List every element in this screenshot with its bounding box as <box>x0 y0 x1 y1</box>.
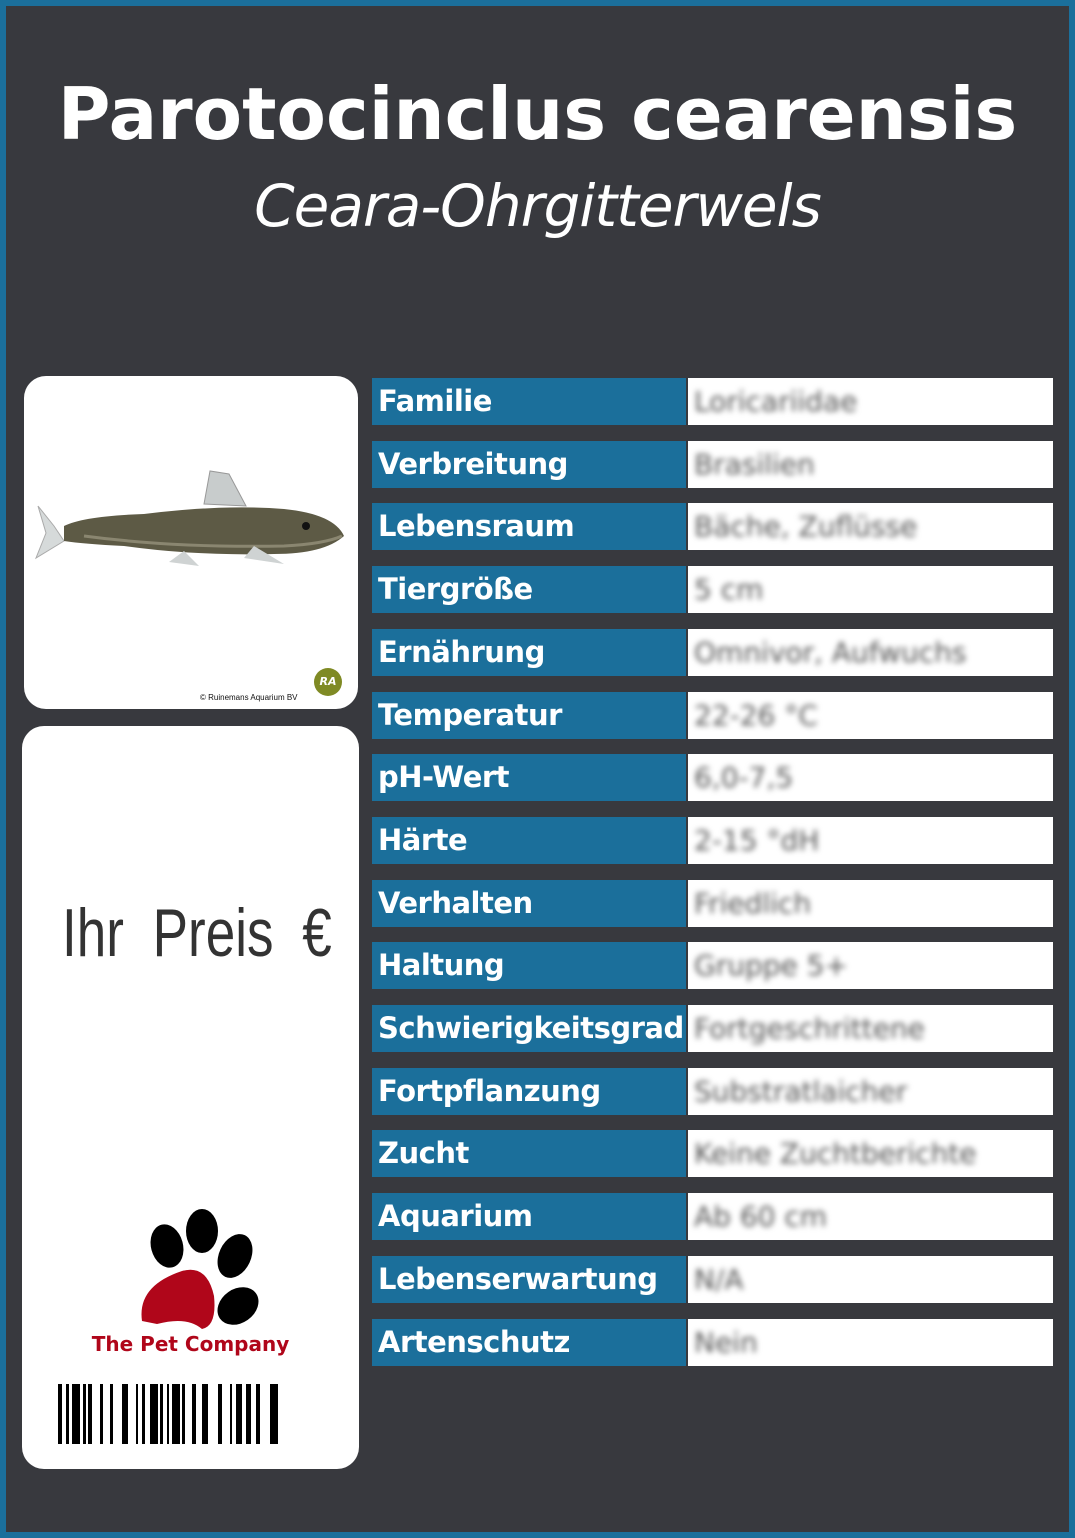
barcode-bar <box>122 1384 128 1444</box>
fact-label: Verhalten <box>372 879 686 927</box>
fact-row: Tiergröße 5 cm <box>372 566 1053 614</box>
fact-value-text: 5 cm <box>694 573 764 607</box>
fact-value: 2-15 °dH <box>688 816 1053 864</box>
fact-value-text: Omnivor, Aufwuchs <box>694 635 967 669</box>
fact-value-text: Substratlaicher <box>694 1074 908 1108</box>
fish-photo-card: RA © Ruinemans Aquarium BV <box>24 376 358 709</box>
fact-row: Familie Loricariidae <box>372 378 1053 425</box>
barcode-bar <box>58 1384 62 1444</box>
fact-value: Nein <box>688 1318 1053 1366</box>
barcode-bar <box>256 1384 260 1444</box>
fact-value-text: Brasilien <box>694 447 815 481</box>
fact-label: Aquarium <box>372 1193 686 1241</box>
fact-row: Temperatur 22-26 °C <box>372 691 1053 739</box>
fact-label: Tiergröße <box>372 566 686 614</box>
fact-row: Aquarium Ab 60 cm <box>372 1193 1053 1241</box>
fact-value: Bäche, Zuflüsse <box>688 503 1053 551</box>
company-name: The Pet Company <box>91 1332 290 1356</box>
barcode-bar <box>150 1384 158 1444</box>
fact-value-text: Bäche, Zuflüsse <box>694 510 918 544</box>
fact-label: Lebensraum <box>372 503 686 551</box>
fact-row: Verhalten Friedlich <box>372 879 1053 927</box>
fact-row: Artenschutz Nein <box>372 1318 1053 1366</box>
fact-row: Lebenserwartung N/A <box>372 1255 1053 1303</box>
fact-value: Ab 60 cm <box>688 1193 1053 1241</box>
barcode-bar <box>142 1384 145 1444</box>
fact-value: 5 cm <box>688 566 1053 614</box>
fact-value-text: 22-26 °C <box>694 698 818 732</box>
fact-value-text: 2-15 °dH <box>694 823 820 857</box>
barcode-bar <box>72 1384 80 1444</box>
fact-label: Härte <box>372 816 686 864</box>
paw-logo-icon <box>141 1209 259 1329</box>
fact-value-text: Friedlich <box>694 886 812 920</box>
fact-value-text: Nein <box>694 1325 758 1359</box>
barcode-bar <box>230 1384 232 1444</box>
fact-row: Haltung Gruppe 5+ <box>372 942 1053 990</box>
fact-value: 22-26 °C <box>688 691 1053 739</box>
fact-label: Haltung <box>372 942 686 990</box>
fact-value: Brasilien <box>688 440 1053 488</box>
fact-value-text: 6,0-7,5 <box>694 761 794 795</box>
fact-label: Lebenserwartung <box>372 1255 686 1303</box>
barcode-bar <box>83 1384 86 1444</box>
fact-label: pH-Wert <box>372 754 686 802</box>
fact-value: Omnivor, Aufwuchs <box>688 628 1053 676</box>
fact-row: Verbreitung Brasilien <box>372 440 1053 488</box>
barcode-bar <box>88 1384 92 1444</box>
barcode-bar <box>167 1384 169 1444</box>
barcode-bar <box>218 1384 222 1444</box>
photo-credit: © Ruinemans Aquarium BV <box>200 693 298 702</box>
fact-row: Ernährung Omnivor, Aufwuchs <box>372 628 1053 676</box>
fact-value-text: Ab 60 cm <box>694 1200 828 1234</box>
fish-image <box>34 470 344 566</box>
fact-label: Fortpflanzung <box>372 1067 686 1115</box>
barcode-bar <box>246 1384 251 1444</box>
fact-label: Temperatur <box>372 691 686 739</box>
fact-value: Keine Zuchtberichte <box>688 1130 1053 1178</box>
fact-value-text: Loricariidae <box>694 385 858 418</box>
fact-row: Schwierigkeitsgrad Fortgeschrittene <box>372 1005 1053 1052</box>
fact-value-text: Keine Zuchtberichte <box>694 1137 977 1171</box>
price-card: Ihr Preis € The Pet Company <box>22 726 359 1469</box>
fact-label: Artenschutz <box>372 1318 686 1366</box>
fact-value: 6,0-7,5 <box>688 754 1053 802</box>
fact-label: Ernährung <box>372 628 686 676</box>
fact-label: Familie <box>372 378 686 425</box>
fact-value: Substratlaicher <box>688 1067 1053 1115</box>
barcode-bar <box>192 1384 196 1444</box>
fact-label: Zucht <box>372 1130 686 1178</box>
fact-row: pH-Wert 6,0-7,5 <box>372 754 1053 802</box>
barcode-bar <box>270 1384 278 1444</box>
fact-value: Fortgeschrittene <box>688 1005 1053 1052</box>
fact-value: N/A <box>688 1255 1053 1303</box>
fact-row: Zucht Keine Zuchtberichte <box>372 1130 1053 1178</box>
barcode-bar <box>172 1384 180 1444</box>
barcode-bar <box>202 1384 208 1444</box>
fact-value: Gruppe 5+ <box>688 942 1053 990</box>
barcode-bar <box>66 1384 69 1444</box>
fact-row: Fortpflanzung Substratlaicher <box>372 1067 1053 1115</box>
fact-value: Loricariidae <box>688 378 1053 425</box>
barcode-bar <box>110 1384 113 1444</box>
barcode <box>58 1384 278 1444</box>
barcode-bar <box>100 1384 103 1444</box>
barcode-bar <box>236 1384 242 1444</box>
fact-row: Härte 2-15 °dH <box>372 816 1053 864</box>
fact-row: Lebensraum Bäche, Zuflüsse <box>372 503 1053 551</box>
common-name: Ceara-Ohrgitterwels <box>254 172 822 240</box>
fact-value-text: N/A <box>694 1262 744 1296</box>
fact-label: Verbreitung <box>372 440 686 488</box>
fact-value-text: Fortgeschrittene <box>694 1012 925 1045</box>
fact-label: Schwierigkeitsgrad <box>372 1005 686 1052</box>
barcode-bar <box>136 1384 138 1444</box>
species-title: Parotocinclus cearensis <box>57 72 1018 156</box>
barcode-bar <box>160 1384 163 1444</box>
fact-value-text: Gruppe 5+ <box>694 949 848 983</box>
price-label: Ihr Preis € <box>62 895 332 971</box>
fact-value: Friedlich <box>688 879 1053 927</box>
barcode-bar <box>182 1384 185 1444</box>
ruinemans-logo: RA <box>314 668 342 696</box>
